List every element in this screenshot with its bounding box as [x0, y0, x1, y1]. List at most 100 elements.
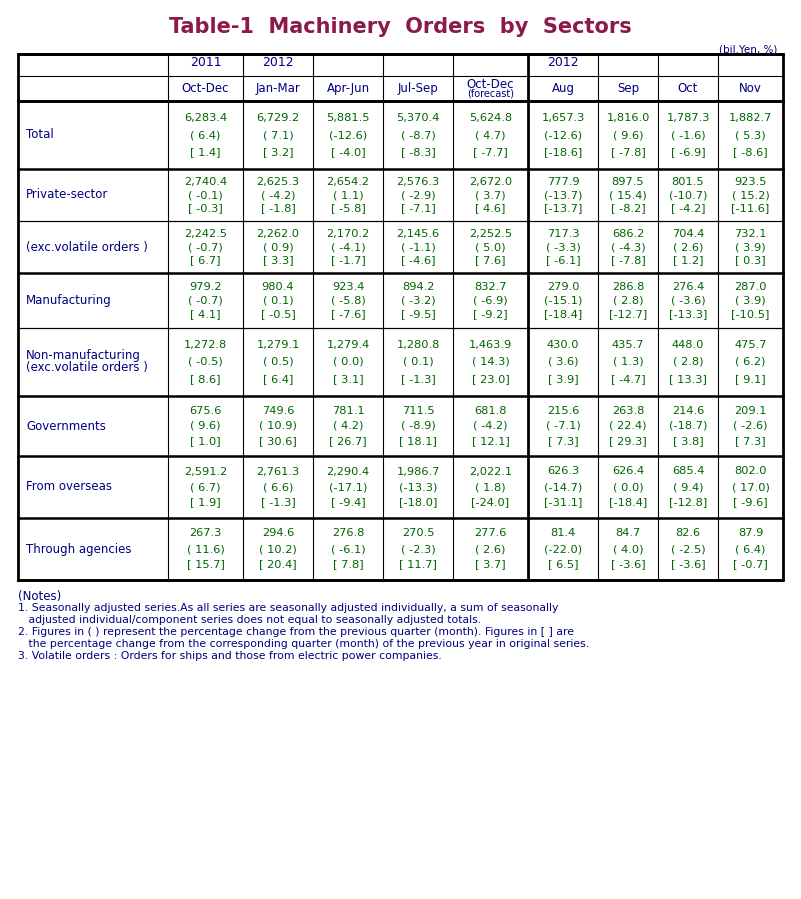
Text: [-12.8]: [-12.8]: [669, 497, 707, 508]
Text: [ 29.3]: [ 29.3]: [609, 436, 647, 446]
Text: Oct-Dec: Oct-Dec: [182, 82, 229, 94]
Text: ( -8.7): ( -8.7): [400, 130, 436, 140]
Text: Sep: Sep: [617, 82, 639, 94]
Text: [ -0.5]: [ -0.5]: [260, 309, 296, 319]
Text: 2,654.2: 2,654.2: [327, 177, 369, 187]
Text: (-17.1): (-17.1): [329, 482, 367, 492]
Text: [ 3.3]: [ 3.3]: [263, 255, 293, 265]
Text: 1,986.7: 1,986.7: [396, 467, 440, 476]
Text: Aug: Aug: [552, 82, 574, 94]
Text: [ -4.2]: [ -4.2]: [670, 203, 705, 213]
Text: 3. Volatile orders : Orders for ships and those from electric power companies.: 3. Volatile orders : Orders for ships an…: [18, 651, 441, 661]
Text: [ 0.3]: [ 0.3]: [735, 255, 766, 265]
Text: [ 1.4]: [ 1.4]: [191, 147, 221, 157]
Text: [ 3.9]: [ 3.9]: [548, 374, 578, 384]
Text: [ 26.7]: [ 26.7]: [329, 436, 367, 446]
Text: 214.6: 214.6: [672, 406, 704, 416]
Text: [-18.4]: [-18.4]: [609, 497, 647, 508]
Text: [ -1.7]: [ -1.7]: [331, 255, 365, 265]
Text: ( -7.1): ( -7.1): [545, 421, 581, 431]
Text: 215.6: 215.6: [547, 406, 579, 416]
Text: [ 18.1]: [ 18.1]: [399, 436, 437, 446]
Text: 749.6: 749.6: [262, 406, 294, 416]
Text: 2,672.0: 2,672.0: [469, 177, 512, 187]
Text: 287.0: 287.0: [735, 281, 767, 292]
Text: 475.7: 475.7: [735, 340, 767, 350]
Text: (-12.6): (-12.6): [544, 130, 582, 140]
Text: ( 10.9): ( 10.9): [259, 421, 297, 431]
Text: (-12.6): (-12.6): [329, 130, 367, 140]
Text: [ -0.3]: [ -0.3]: [188, 203, 223, 213]
Text: [-11.6]: [-11.6]: [731, 203, 770, 213]
Text: 777.9: 777.9: [547, 177, 579, 187]
Text: [-31.1]: [-31.1]: [544, 497, 582, 508]
Text: 923.4: 923.4: [332, 281, 364, 292]
Text: Apr-Jun: Apr-Jun: [327, 82, 369, 94]
Text: 681.8: 681.8: [474, 406, 507, 416]
Text: (-13.7): (-13.7): [544, 190, 582, 200]
Text: [ 3.7]: [ 3.7]: [475, 559, 505, 569]
Text: [ 6.5]: [ 6.5]: [548, 559, 578, 569]
Text: 1,279.4: 1,279.4: [326, 340, 369, 350]
Text: 2,625.3: 2,625.3: [256, 177, 300, 187]
Text: [ 3.1]: [ 3.1]: [332, 374, 364, 384]
Text: 2,022.1: 2,022.1: [469, 467, 512, 476]
Text: (-18.7): (-18.7): [669, 421, 707, 431]
Text: [ -0.7]: [ -0.7]: [733, 559, 768, 569]
Text: ( 6.6): ( 6.6): [263, 482, 293, 492]
Text: 430.0: 430.0: [547, 340, 579, 350]
Text: ( -4.2): ( -4.2): [473, 421, 508, 431]
Text: ( 5.3): ( 5.3): [735, 130, 766, 140]
Text: 6,283.4: 6,283.4: [184, 113, 227, 123]
Text: [ 3.2]: [ 3.2]: [263, 147, 293, 157]
Text: [ 13.3]: [ 13.3]: [669, 374, 707, 384]
Text: ( 3.7): ( 3.7): [475, 190, 505, 200]
Text: ( 10.2): ( 10.2): [260, 544, 297, 554]
Text: (forecast): (forecast): [467, 88, 514, 98]
Text: 2,262.0: 2,262.0: [256, 229, 300, 239]
Text: adjusted individual/component series does not equal to seasonally adjusted total: adjusted individual/component series doe…: [18, 615, 481, 625]
Text: 1,882.7: 1,882.7: [729, 113, 772, 123]
Text: 717.3: 717.3: [547, 229, 579, 239]
Text: [ 8.6]: [ 8.6]: [191, 374, 221, 384]
Text: ( 7.1): ( 7.1): [263, 130, 293, 140]
Text: ( 15.4): ( 15.4): [609, 190, 647, 200]
Text: ( 15.2): ( 15.2): [731, 190, 770, 200]
Text: 1,816.0: 1,816.0: [606, 113, 650, 123]
Text: [ -7.1]: [ -7.1]: [400, 203, 436, 213]
Text: 980.4: 980.4: [262, 281, 294, 292]
Text: 1. Seasonally adjusted series.As all series are seasonally adjusted individually: 1. Seasonally adjusted series.As all ser…: [18, 603, 558, 613]
Text: [ -9.6]: [ -9.6]: [733, 497, 768, 508]
Text: [ 4.1]: [ 4.1]: [191, 309, 221, 319]
Text: 87.9: 87.9: [738, 529, 763, 539]
Text: 294.6: 294.6: [262, 529, 294, 539]
Text: ( 3.9): ( 3.9): [735, 242, 766, 252]
Text: 1,657.3: 1,657.3: [541, 113, 585, 123]
Text: 711.5: 711.5: [401, 406, 434, 416]
Text: ( -0.7): ( -0.7): [188, 296, 223, 306]
Text: [ 9.1]: [ 9.1]: [735, 374, 766, 384]
Text: Nov: Nov: [739, 82, 762, 94]
Text: [ -9.5]: [ -9.5]: [400, 309, 436, 319]
Text: [ -3.6]: [ -3.6]: [670, 559, 706, 569]
Text: ( -1.1): ( -1.1): [400, 242, 436, 252]
Text: ( 9.6): ( 9.6): [191, 421, 221, 431]
Text: [ -9.2]: [ -9.2]: [473, 309, 508, 319]
Text: 894.2: 894.2: [402, 281, 434, 292]
Text: [ 7.3]: [ 7.3]: [735, 436, 766, 446]
Text: 732.1: 732.1: [735, 229, 767, 239]
Text: 1,787.3: 1,787.3: [666, 113, 710, 123]
Text: [ -6.9]: [ -6.9]: [670, 147, 706, 157]
Text: [-18.6]: [-18.6]: [544, 147, 582, 157]
Text: From overseas: From overseas: [26, 480, 112, 494]
Text: ( 2.6): ( 2.6): [475, 544, 505, 554]
Text: 5,624.8: 5,624.8: [469, 113, 512, 123]
Text: [ -9.4]: [ -9.4]: [331, 497, 365, 508]
Text: 267.3: 267.3: [189, 529, 222, 539]
Text: ( 6.7): ( 6.7): [191, 482, 221, 492]
Text: ( 0.0): ( 0.0): [332, 357, 364, 367]
Text: 2,145.6: 2,145.6: [396, 229, 440, 239]
Text: [ 6.7]: [ 6.7]: [191, 255, 221, 265]
Text: ( -4.1): ( -4.1): [331, 242, 365, 252]
Text: (Notes): (Notes): [18, 590, 61, 603]
